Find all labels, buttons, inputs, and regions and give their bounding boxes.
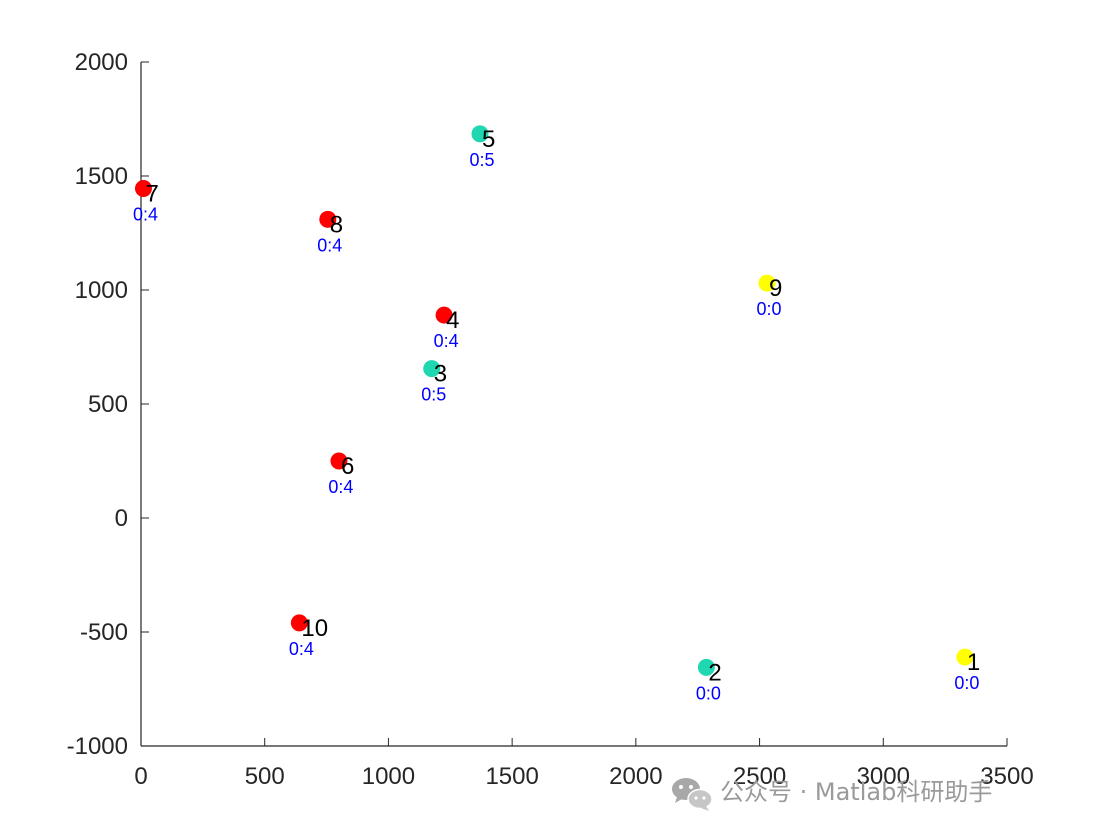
point-ratio-label: 0:4: [434, 331, 459, 351]
x-tick-label: 0: [134, 763, 147, 790]
point-ratio-label: 0:4: [289, 639, 314, 659]
y-tick-label: 1500: [75, 163, 128, 190]
data-point-7: [134, 180, 152, 198]
data-point-10: [290, 614, 308, 632]
data-points: [134, 125, 974, 676]
wechat-icon: [672, 778, 713, 811]
data-point-6: [330, 452, 348, 470]
tick-marks: [140, 61, 1008, 747]
point-ratio-label: 0:4: [133, 205, 158, 225]
y-tick-label: -500: [80, 619, 128, 646]
x-tick-label: 3000: [857, 763, 910, 790]
point-id-label: 10: [301, 615, 328, 642]
point-id-label: 6: [341, 453, 354, 480]
data-point-8: [319, 210, 337, 228]
watermark-text: 公众号 · Matlab科研助手: [720, 778, 992, 806]
y-tick-label: -1000: [67, 733, 128, 760]
point-id-label: 3: [434, 361, 447, 388]
x-tick-label: 1500: [485, 763, 538, 790]
point-ratio-label: 0:0: [954, 673, 979, 693]
point-id-label: 2: [708, 659, 721, 686]
x-tick-label: 2500: [733, 763, 786, 790]
data-point-2: [697, 658, 715, 676]
axes: [140, 62, 1007, 747]
y-tick-label: 0: [115, 505, 128, 532]
point-ratio-label: 0:4: [317, 235, 342, 255]
data-point-4: [435, 306, 453, 324]
tick-labels: 0 500 1000 1500 2000 2500 3000 3500-1000-500050…: [67, 49, 1034, 790]
point-ratio-label: 0:5: [421, 385, 446, 405]
point-ratio-label: 0:4: [328, 477, 353, 497]
point-id-label: 4: [446, 307, 459, 334]
x-tick-label: 500: [245, 763, 285, 790]
point-id-label: 7: [145, 181, 158, 208]
point-id-label: 5: [482, 126, 495, 153]
data-labels: 10:020:030:540:450:560:470:4 80:490:0100:…: [133, 126, 980, 704]
data-point-9: [758, 274, 776, 292]
point-ratio-label: 0:0: [696, 683, 721, 703]
y-tick-label: 500: [88, 391, 128, 418]
y-tick-label: 1000: [75, 277, 128, 304]
x-tick-label: 3500: [980, 763, 1033, 790]
y-tick-label: 2000: [75, 49, 128, 76]
data-point-5: [471, 125, 489, 143]
data-point-1: [956, 648, 974, 666]
point-id-label: 9: [769, 275, 782, 302]
point-ratio-label: 0:5: [469, 150, 494, 170]
data-point-3: [423, 360, 441, 378]
x-tick-label: 1000: [362, 763, 415, 790]
x-tick-label: 2000: [609, 763, 662, 790]
point-id-label: 1: [967, 649, 980, 676]
point-ratio-label: 0:0: [756, 299, 781, 319]
watermark: 公众号 · Matlab科研助手: [672, 778, 992, 811]
point-id-label: 8: [330, 211, 343, 238]
